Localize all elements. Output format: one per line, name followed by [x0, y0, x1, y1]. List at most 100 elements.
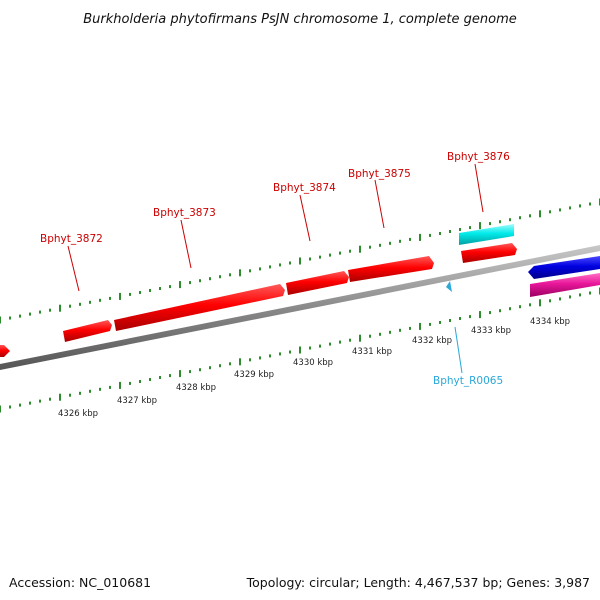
minor-tick [139, 380, 141, 383]
minor-tick [39, 399, 41, 403]
minor-tick [19, 314, 21, 318]
major-tick [539, 299, 541, 307]
minor-tick [399, 239, 401, 243]
gene-arrow-reverse[interactable] [528, 256, 600, 279]
minor-tick [449, 230, 451, 233]
kbp-label: 4327 kbp [117, 396, 157, 406]
minor-tick [269, 265, 271, 269]
minor-tick [559, 297, 561, 301]
minor-tick [319, 255, 321, 259]
kbp-label: 4332 kbp [412, 336, 452, 346]
minor-tick [459, 317, 461, 320]
minor-tick [279, 263, 281, 267]
kbp-label: 4328 kbp [176, 383, 216, 393]
major-tick [179, 370, 181, 378]
minor-tick [589, 291, 591, 295]
major-tick [59, 393, 61, 401]
forward-strand-features [0, 243, 517, 357]
minor-tick [329, 342, 331, 346]
minor-tick [549, 210, 551, 214]
major-tick [119, 292, 121, 300]
major-tick [0, 316, 1, 324]
minor-tick [399, 328, 401, 332]
minor-tick [79, 391, 81, 395]
minor-tick [269, 354, 271, 358]
minor-tick [69, 393, 71, 397]
minor-tick [209, 366, 211, 370]
minor-tick [309, 257, 311, 261]
minor-tick [109, 296, 111, 300]
minor-tick [79, 302, 81, 306]
minor-tick [89, 300, 91, 304]
minor-tick [339, 340, 341, 344]
minor-tick [149, 289, 151, 292]
gene-arrow-bphyt-3872[interactable] [63, 320, 112, 342]
gene-label-bphyt-3876[interactable]: Bphyt_3876 [447, 151, 510, 163]
minor-tick [529, 303, 531, 307]
major-tick [539, 210, 541, 218]
minor-tick [279, 352, 281, 356]
minor-tick [289, 261, 291, 265]
leader-line-bphyt-3876 [474, 163, 484, 213]
gene-label-bphyt-3874[interactable]: Bphyt_3874 [273, 182, 336, 194]
minor-tick [369, 245, 371, 249]
minor-tick [369, 334, 371, 338]
minor-tick [499, 220, 501, 224]
other-feature-bar[interactable] [530, 273, 600, 297]
trna-marker-bphyt-r0065[interactable] [446, 281, 452, 292]
minor-tick [19, 403, 21, 407]
minor-tick [489, 311, 491, 315]
rna-feature-bar[interactable] [459, 224, 514, 245]
minor-tick [9, 316, 11, 320]
minor-tick [199, 279, 201, 283]
minor-tick [49, 397, 51, 401]
map-title: Burkholderia phytofirmans PsJN chromosom… [83, 12, 517, 27]
minor-tick [339, 251, 341, 255]
minor-tick [139, 291, 141, 294]
minor-tick [559, 208, 561, 212]
minor-tick [519, 305, 521, 309]
minor-tick [69, 304, 71, 308]
minor-tick [389, 330, 391, 334]
minor-tick [189, 281, 191, 285]
kbp-label: 4331 kbp [352, 347, 392, 357]
topology-summary: Topology: circular; Length: 4,467,537 bp… [246, 575, 590, 590]
major-tick [479, 222, 481, 230]
reverse-strand-features [446, 256, 600, 297]
minor-tick [469, 226, 471, 230]
minor-tick [129, 381, 131, 385]
minor-tick [469, 315, 471, 319]
gene-arrow-bphyt-3875[interactable] [348, 256, 434, 282]
gene-arrow-bphyt-3876[interactable] [461, 243, 517, 263]
minor-tick [159, 376, 161, 379]
minor-tick [349, 249, 351, 253]
minor-tick [529, 214, 531, 218]
minor-tick [549, 299, 551, 303]
gene-label-bphyt-3875[interactable]: Bphyt_3875 [348, 168, 411, 180]
gene-label-bphyt-3873[interactable]: Bphyt_3873 [153, 207, 216, 219]
major-tick [359, 334, 361, 342]
minor-tick [489, 222, 491, 226]
kbp-scale-labels: 4326 kbp 4327 kbp 4328 kbp 4329 kbp 4330… [58, 317, 570, 419]
minor-tick [379, 243, 381, 247]
minor-tick [249, 358, 251, 362]
kbp-label: 4334 kbp [530, 317, 570, 327]
gene-arrow-bphyt-3874[interactable] [286, 271, 349, 295]
major-tick [299, 346, 301, 354]
minor-tick [149, 378, 151, 381]
minor-tick [169, 285, 171, 289]
minor-tick [439, 232, 441, 235]
minor-tick [29, 401, 31, 405]
gene-labels: Bphyt_3872 Bphyt_3873 Bphyt_3874 Bphyt_3… [40, 151, 510, 387]
minor-tick [289, 350, 291, 354]
minor-tick [29, 312, 31, 316]
minor-tick [39, 310, 41, 314]
gene-arrow-partial[interactable] [0, 345, 10, 357]
gene-arrow-bphyt-3873[interactable] [114, 284, 285, 331]
gene-label-bphyt-3872[interactable]: Bphyt_3872 [40, 233, 103, 245]
minor-tick [129, 292, 131, 296]
major-tick [479, 311, 481, 319]
gene-label-bphyt-r0065[interactable]: Bphyt_R0065 [433, 375, 503, 387]
major-tick [239, 358, 241, 366]
minor-tick [209, 277, 211, 281]
